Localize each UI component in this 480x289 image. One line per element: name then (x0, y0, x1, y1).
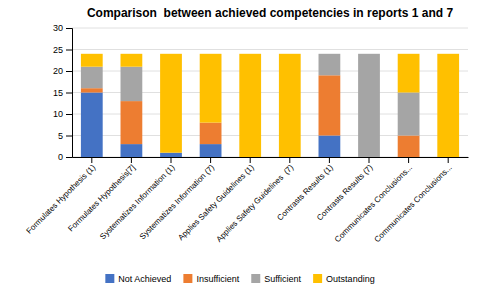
legend-item: Insufficient (183, 274, 239, 284)
legend-swatch (251, 274, 260, 283)
bar-segment (358, 53, 380, 54)
bar-segment (279, 54, 301, 157)
bar-segment (398, 54, 420, 93)
bar-segment (121, 144, 143, 157)
bar-segment (319, 53, 341, 54)
x-tick: Formulates Hypothesis[7] (66, 157, 137, 233)
y-tick: 25 (53, 45, 72, 55)
x-tick: Communicates Conclusions... (333, 157, 414, 244)
legend-label: Sufficient (264, 274, 301, 284)
legend-item: Sufficient (251, 274, 301, 284)
bar-segment (121, 101, 143, 144)
y-tick-mark (66, 71, 72, 72)
y-tick-label: 25 (53, 45, 63, 55)
bar-segment (160, 153, 182, 157)
legend-swatch (183, 274, 192, 283)
y-axis: 0 5 10 15 20 25 30 (53, 23, 73, 162)
bar-segment (200, 123, 222, 145)
x-tick: Applies Safety Guidelines (7) (214, 157, 295, 244)
x-tick-mark (171, 157, 172, 163)
legend: Not Achieved Insufficient Sufficient Outsta… (105, 274, 374, 284)
y-tick: 5 (58, 131, 72, 141)
bars (81, 54, 459, 157)
x-tick: Formulates Hypothesis (1) (25, 157, 98, 236)
y-tick-label: 15 (53, 88, 63, 98)
y-tick-mark (66, 136, 72, 137)
y-axis-line (66, 29, 73, 158)
bar-segment (358, 54, 380, 157)
legend-label: Insufficient (196, 274, 239, 284)
bar-segment (121, 67, 143, 101)
x-tick-label: Applies Safety Guidelines (7) (214, 163, 295, 244)
series (81, 54, 420, 157)
bar-segment (200, 144, 222, 157)
y-tick: 0 (58, 152, 72, 162)
y-tick-mark (66, 50, 72, 51)
x-tick-label: Communicates Conclusions... (333, 163, 414, 244)
bar-segment (81, 88, 103, 92)
y-tick-label: 30 (53, 23, 63, 33)
y-tick: 15 (53, 88, 72, 98)
x-tick-mark (369, 157, 370, 163)
x-tick-mark (448, 157, 449, 163)
x-tick-label: Systematizes Information (7) (138, 163, 217, 242)
x-tick-label: Systematizes Information (1) (98, 163, 177, 242)
legend-label: Not Achieved (118, 274, 171, 284)
bar-segment (160, 54, 182, 153)
x-tick: Communicates Conclusions... (373, 157, 454, 244)
y-tick: 20 (53, 66, 72, 76)
x-tick-mark (250, 157, 251, 163)
bar-segment (398, 93, 420, 136)
x-tick: Systematizes Information (7) (138, 157, 217, 241)
x-tick-mark (329, 157, 330, 163)
x-tick-mark (289, 157, 290, 163)
legend-item: Outstanding (313, 274, 375, 284)
x-tick-label: Communicates Conclusions... (373, 163, 454, 244)
bar-segment (319, 54, 341, 76)
bar-segment (437, 54, 459, 157)
y-tick-label: 0 (58, 152, 63, 162)
bar-segment (319, 75, 341, 135)
x-tick: Systematizes Information (1) (98, 157, 177, 241)
x-tick-mark (131, 157, 132, 163)
x-tick-label: Applies Safety Guidelines (1) (176, 163, 256, 243)
bar-segment (239, 54, 261, 157)
y-tick: 30 (53, 23, 72, 33)
title: Comparison between achieved competencies… (87, 6, 453, 20)
x-tick-mark (91, 157, 92, 163)
legend-label: Outstanding (326, 274, 375, 284)
y-tick-label: 20 (53, 66, 63, 76)
x-tick: Applies Safety Guidelines (1) (176, 157, 256, 242)
y-tick-mark (66, 114, 72, 115)
grid-line (72, 49, 468, 50)
bar-segment (319, 136, 341, 158)
x-tick-mark (210, 157, 211, 163)
x-tick-mark (408, 157, 409, 163)
y-tick-mark (66, 157, 72, 158)
grid (72, 28, 468, 157)
x-tick-label: Formulates Hypothesis (1) (25, 163, 98, 236)
y-tick-label: 10 (53, 109, 63, 119)
legend-swatch (313, 274, 322, 283)
y-tick: 10 (53, 109, 72, 119)
x-axis: Formulates Hypothesis (1)Formulates Hypo… (25, 157, 469, 244)
bar-segment (81, 54, 103, 67)
grid-line (72, 28, 468, 29)
legend-swatch (105, 274, 114, 283)
y-tick-label: 5 (58, 131, 63, 141)
legend-item: Not Achieved (105, 274, 171, 284)
bar-segment (121, 54, 143, 67)
x-tick-label: Formulates Hypothesis[7] (66, 163, 137, 234)
bar-segment (81, 67, 103, 89)
series (81, 54, 459, 157)
y-tick-mark (66, 28, 72, 29)
y-tick-mark (66, 93, 72, 94)
bar-segment (81, 93, 103, 158)
chart: Comparison between achieved competencies… (0, 0, 480, 289)
bar-segment (398, 136, 420, 158)
bar-segment (200, 54, 222, 123)
